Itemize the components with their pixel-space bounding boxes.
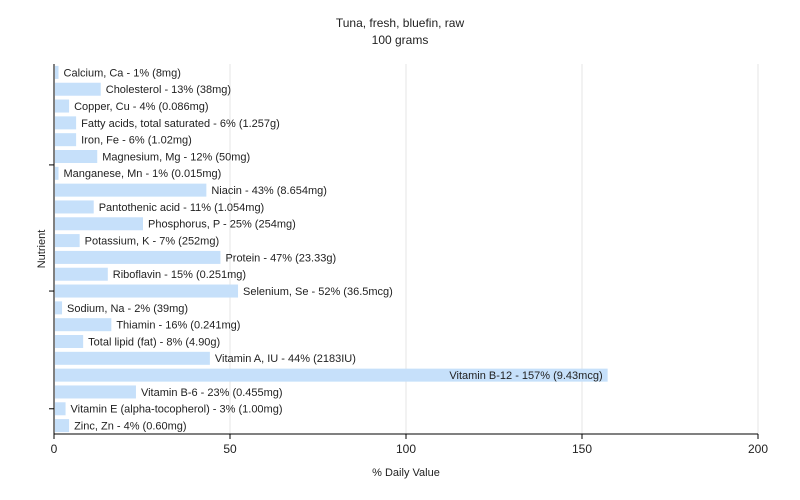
- bar-3: [55, 116, 77, 130]
- x-tick-label-4: 200: [748, 442, 768, 456]
- bar-label-15: Thiamin - 16% (0.241mg): [116, 320, 240, 332]
- bar-label-10: Potassium, K - 7% (252mg): [85, 235, 220, 247]
- x-tick-label-2: 100: [396, 442, 416, 456]
- bar-16: [55, 335, 84, 348]
- bar-7: [55, 183, 207, 197]
- chart-title: Tuna, fresh, bluefin, raw: [336, 16, 465, 30]
- bar-18: [55, 368, 608, 382]
- bar-5: [55, 150, 98, 163]
- bar-label-6: Manganese, Mn - 1% (0.015mg): [64, 168, 222, 180]
- bar-label-11: Protein - 47% (23.33g): [225, 252, 336, 264]
- bar-20: [55, 402, 66, 416]
- bar-12: [55, 267, 108, 281]
- bar-8: [55, 200, 94, 214]
- bar-label-21: Zinc, Zn - 4% (0.60mg): [74, 420, 186, 432]
- bar-9: [55, 217, 143, 231]
- bars-group: Calcium, Ca - 1% (8mg) Cholesterol - 13% …: [55, 65, 608, 433]
- bar-1: [55, 82, 101, 96]
- y-axis-title: Nutrient: [36, 230, 48, 269]
- bar-21: [55, 419, 70, 433]
- bar-label-8: Pantothenic acid - 11% (1.054mg): [99, 202, 265, 214]
- x-tick-label-0: 0: [51, 442, 58, 456]
- bar-17: [55, 351, 210, 365]
- bar-4: [55, 133, 77, 147]
- bar-label-13: Selenium, Se - 52% (36.5mcg): [243, 286, 393, 298]
- bar-label-1: Cholesterol - 13% (38mg): [106, 84, 231, 96]
- bar-label-16: Total lipid (fat) - 8% (4.90g): [88, 336, 220, 348]
- bar-label-12: Riboflavin - 15% (0.251mg): [113, 269, 246, 281]
- bar-label-17: Vitamin A, IU - 44% (2183IU): [215, 353, 356, 365]
- bar-label-2: Copper, Cu - 4% (0.086mg): [74, 101, 209, 113]
- axes-group: 0 50 100 150 200: [49, 64, 768, 456]
- bar-label-0: Calcium, Ca - 1% (8mg): [64, 67, 181, 79]
- bar-label-19: Vitamin B-6 - 23% (0.455mg): [141, 387, 283, 399]
- bar-label-4: Iron, Fe - 6% (1.02mg): [81, 135, 192, 147]
- bar-2: [55, 99, 70, 113]
- bar-label-18: Vitamin B-12 - 157% (9.43mcg): [449, 370, 602, 382]
- bar-14: [55, 301, 63, 315]
- bar-15: [55, 318, 112, 332]
- bar-0: [55, 65, 59, 79]
- chart-subtitle: 100 grams: [372, 33, 429, 47]
- bar-6: [55, 166, 59, 180]
- bar-label-5: Magnesium, Mg - 12% (50mg): [102, 151, 250, 163]
- bar-label-3: Fatty acids, total saturated - 6% (1.257…: [81, 118, 280, 130]
- bar-19: [55, 385, 136, 399]
- bar-10: [55, 234, 80, 248]
- x-tick-label-3: 150: [572, 442, 592, 456]
- bar-label-7: Niacin - 43% (8.654mg): [211, 185, 327, 197]
- x-axis-title: % Daily Value: [372, 467, 440, 479]
- bar-label-9: Phosphorus, P - 25% (254mg): [148, 219, 296, 231]
- bar-label-20: Vitamin E (alpha-tocopherol) - 3% (1.00m…: [71, 404, 283, 416]
- bar-13: [55, 284, 239, 298]
- bar-11: [55, 250, 221, 264]
- x-tick-label-1: 50: [223, 442, 237, 456]
- bar-label-14: Sodium, Na - 2% (39mg): [67, 303, 188, 315]
